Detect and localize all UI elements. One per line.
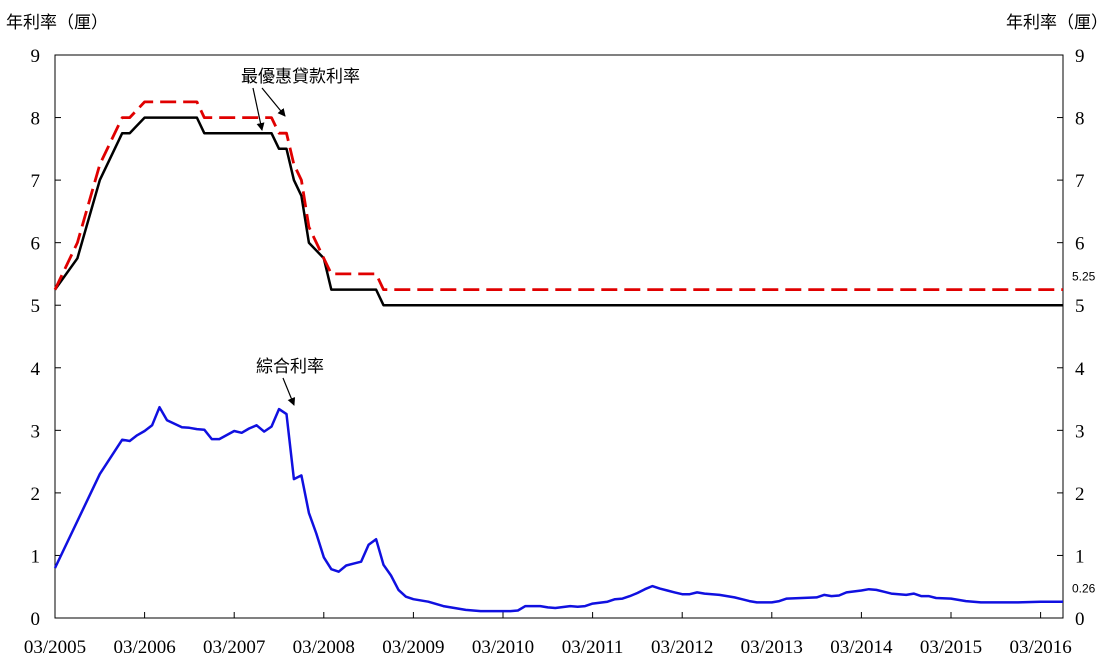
series-line-composite-rate [53, 405, 1063, 613]
y-axis-label-right: 年利率（厘） [1006, 13, 1108, 33]
annotation-label-composite-rate: 綜合利率 [256, 357, 324, 377]
y-tick-label-right: 8 [1075, 109, 1085, 130]
x-tick-label: 03/2007 [203, 637, 265, 658]
x-tick-label: 03/2016 [1009, 637, 1071, 658]
y-tick-label-right: 7 [1075, 171, 1085, 192]
y-tick-label-left: 6 [31, 234, 41, 255]
y-tick-label-left: 3 [31, 421, 41, 442]
y-tick-label-right: 3 [1075, 421, 1085, 442]
annotation-arrow-prime-rate-upper [261, 87, 286, 117]
y-tick-label-left: 8 [31, 109, 41, 130]
y-tick-label-left: 4 [31, 359, 41, 380]
y-tick-label-left: 9 [31, 46, 41, 67]
end-value-label: 5.25 [1072, 270, 1096, 284]
y-tick-label-right: 2 [1075, 484, 1085, 505]
y-tick-label-left: 2 [31, 484, 41, 505]
x-tick-label: 03/2013 [741, 637, 803, 658]
x-tick-label: 03/2014 [830, 637, 893, 658]
x-tick-label: 03/2015 [920, 637, 982, 658]
y-tick-label-right: 4 [1075, 359, 1085, 380]
x-tick-label: 03/2010 [472, 637, 534, 658]
y-tick-label-left: 1 [31, 546, 41, 567]
series-line-prime-rate-upper [53, 100, 1063, 291]
y-tick-label-left: 7 [31, 171, 41, 192]
x-tick-label: 03/2009 [382, 637, 444, 658]
x-tick-label: 03/2012 [651, 637, 713, 658]
x-tick-label: 03/2008 [293, 637, 355, 658]
y-tick-label-right: 9 [1075, 46, 1085, 67]
x-tick-label: 03/2011 [562, 637, 624, 658]
x-tick-label: 03/2005 [24, 637, 86, 658]
series-line-prime-rate-lower [53, 116, 1063, 307]
y-tick-label-left: 5 [31, 296, 41, 317]
y-tick-label-right: 0 [1075, 609, 1085, 630]
y-tick-label-right: 6 [1075, 234, 1085, 255]
y-tick-label-right: 5 [1075, 296, 1085, 317]
annotation-label-prime-rate: 最優惠貸款利率 [241, 67, 360, 87]
plot-frame [54, 54, 1064, 619]
y-axis-label-left: 年利率（厘） [6, 13, 108, 33]
end-value-label: 0.26 [1072, 582, 1096, 596]
annotation-arrow-composite-rate [282, 377, 296, 406]
y-tick-label-left: 0 [31, 609, 41, 630]
annotation-arrow-prime-rate-lower [252, 87, 265, 131]
y-tick-label-right: 1 [1075, 546, 1085, 567]
x-tick-label: 03/2006 [113, 637, 175, 658]
